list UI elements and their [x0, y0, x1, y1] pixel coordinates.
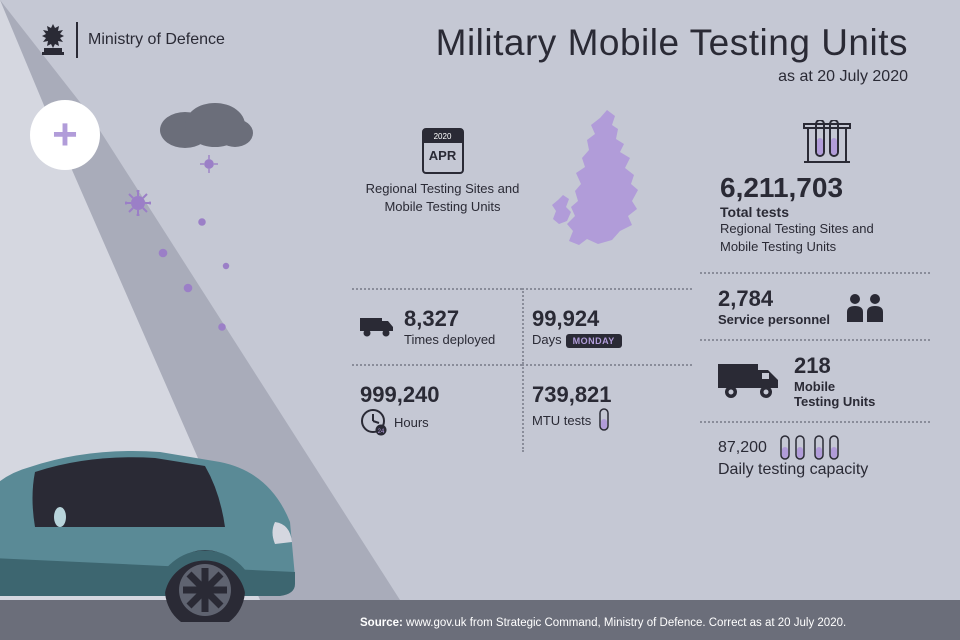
- days-label: Days: [532, 332, 562, 347]
- days-value: 99,924: [532, 306, 680, 332]
- region-text: Regional Testing Sites and Mobile Testin…: [355, 180, 530, 216]
- source-prefix: Source:: [360, 617, 403, 629]
- source-text: Source: www.gov.uk from Strategic Comman…: [360, 617, 846, 629]
- page-title-block: Military Mobile Testing Units as at 20 J…: [436, 22, 908, 86]
- deployed-value: 8,327: [404, 306, 495, 332]
- total-tests-sub: Regional Testing Sites and Mobile Testin…: [720, 220, 900, 255]
- calendar-icon: APR: [422, 128, 464, 174]
- total-tests-value: 6,211,703: [720, 172, 900, 204]
- crown-icon: [40, 24, 66, 56]
- car-illustration: [0, 412, 300, 622]
- total-tests-label: Total tests: [720, 204, 900, 220]
- tubes-row-icon: [779, 435, 849, 461]
- virus-icon: [125, 190, 151, 216]
- personnel-value: 2,784: [718, 286, 830, 312]
- mtu-label: MTU tests: [532, 413, 591, 428]
- clock-badge: 24: [378, 429, 385, 435]
- virus-icon: [215, 320, 229, 334]
- hours-label: Hours: [394, 415, 429, 430]
- stat-days: 99,924 Days MONDAY: [522, 288, 692, 364]
- van-icon: [360, 316, 394, 338]
- mtu-value: 739,821: [532, 382, 680, 408]
- deployed-label: Times deployed: [404, 332, 495, 347]
- cloud-icon: [155, 95, 255, 150]
- stat-hours: 999,240 24 Hours: [352, 364, 522, 452]
- region-block: APR Regional Testing Sites and Mobile Te…: [355, 128, 530, 216]
- stats-grid: 8,327 Times deployed 99,924 Days MONDAY 9…: [352, 288, 692, 452]
- virus-icon: [155, 245, 171, 261]
- uk-map-icon: [545, 105, 665, 265]
- page-title: Military Mobile Testing Units: [436, 22, 908, 64]
- capacity-label: Daily testing capacity: [718, 461, 930, 479]
- units-label2: Testing Units: [794, 394, 875, 409]
- capacity-value: 87,200: [718, 439, 767, 457]
- clock-icon: 24: [360, 408, 388, 436]
- hours-value: 999,240: [360, 382, 510, 408]
- source-body: www.gov.uk from Strategic Command, Minis…: [403, 617, 846, 629]
- mod-logo: Ministry of Defence: [40, 22, 225, 58]
- personnel-label: Service personnel: [718, 312, 830, 327]
- logo-text: Ministry of Defence: [88, 31, 225, 49]
- virus-icon: [180, 280, 196, 296]
- virus-icon: [200, 155, 218, 173]
- calendar-month: APR: [424, 148, 462, 163]
- stat-capacity: 87,200 Daily testing capacity: [700, 421, 930, 491]
- logo-divider: [76, 22, 78, 58]
- units-label: Mobile: [794, 379, 875, 394]
- plus-badge: +: [30, 100, 100, 170]
- monday-pill: MONDAY: [566, 334, 622, 348]
- right-stats-column: 2,784 Service personnel 218 Mobile Testi…: [700, 272, 930, 491]
- plus-icon: +: [52, 113, 78, 157]
- stat-deployed: 8,327 Times deployed: [352, 288, 522, 364]
- truck-icon: [718, 362, 780, 400]
- stat-units: 218 Mobile Testing Units: [700, 339, 930, 421]
- stat-mtu: 739,821 MTU tests: [522, 364, 692, 452]
- virus-icon: [220, 260, 232, 272]
- units-value: 218: [794, 353, 875, 379]
- virus-icon: [195, 215, 209, 229]
- test-tubes-icon: [802, 120, 852, 166]
- stat-personnel: 2,784 Service personnel: [700, 272, 930, 339]
- total-tests-block: 6,211,703 Total tests Regional Testing S…: [720, 172, 900, 255]
- date-subtitle: as at 20 July 2020: [436, 68, 908, 86]
- tube-icon: [599, 408, 609, 432]
- people-icon: [844, 292, 888, 322]
